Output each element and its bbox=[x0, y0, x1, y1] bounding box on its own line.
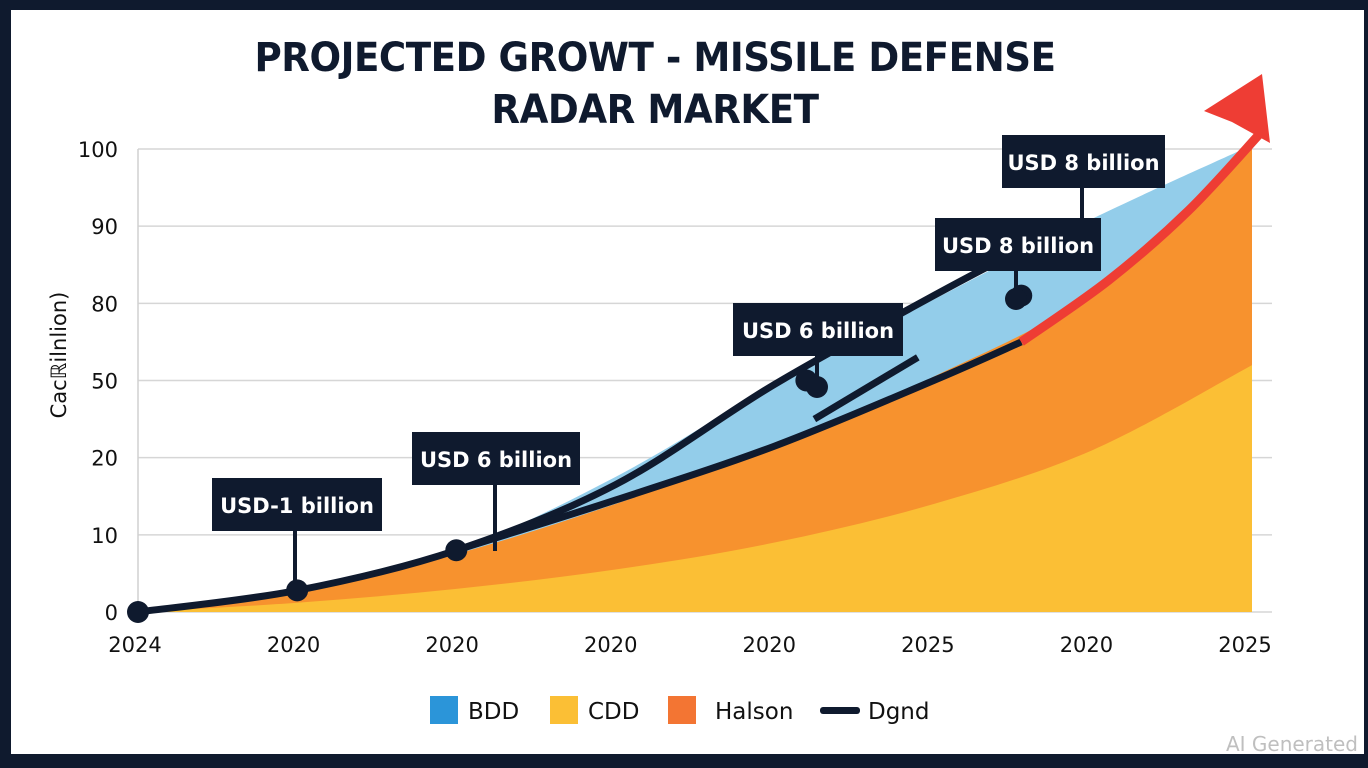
legend-swatch bbox=[668, 696, 696, 724]
x-tick-label: 2020 bbox=[1060, 633, 1113, 657]
data-point-marker bbox=[1005, 288, 1027, 310]
legend-swatch bbox=[550, 696, 578, 724]
x-tick-label: 2025 bbox=[1218, 633, 1271, 657]
legend-label: Halson bbox=[715, 699, 793, 725]
callout-label: USD-1 billion bbox=[220, 494, 374, 518]
annotation-callout: USD 6 billion bbox=[412, 432, 580, 551]
trend-arrow-shaft bbox=[1018, 130, 1264, 346]
data-point-marker bbox=[286, 579, 309, 602]
legend-label: Dgnd bbox=[868, 699, 930, 725]
callout-label: USD 8 billion bbox=[942, 234, 1094, 258]
callout-box bbox=[935, 218, 1101, 271]
trend-arrow-head bbox=[1204, 74, 1270, 143]
legend-label: BDD bbox=[468, 699, 519, 725]
x-tick-labels: 2024 2020 2020 2020 2020 2025 2020 2025 bbox=[108, 633, 1271, 657]
legend: BDD CDD Halson Dgnd bbox=[430, 696, 930, 725]
data-point-marker bbox=[127, 601, 149, 623]
data-point-marker bbox=[445, 539, 468, 562]
callout-label: USD 6 billion bbox=[742, 319, 894, 343]
y-tick-label: 80 bbox=[91, 292, 118, 316]
legend-line-sample bbox=[820, 707, 860, 714]
legend-item-cdd: CDD bbox=[550, 696, 639, 725]
y-tick-label: 90 bbox=[91, 215, 118, 239]
annotation-callout: USD 8 billion bbox=[935, 218, 1101, 299]
annotations: USD-1 billion USD 6 billion USD 6 billion U… bbox=[212, 135, 1165, 590]
chart-title: PROJECTED GROWT - MISSILE DEFENSE RADAR … bbox=[46, 32, 1264, 136]
line-segment bbox=[812, 354, 920, 423]
x-tick-label: 2020 bbox=[584, 633, 637, 657]
line-series bbox=[127, 74, 1270, 623]
callout-box bbox=[1002, 135, 1165, 188]
area-series bbox=[138, 145, 1252, 612]
y-tick-label: 50 bbox=[91, 370, 118, 394]
callout-box bbox=[733, 303, 903, 356]
legend-swatch bbox=[430, 696, 458, 724]
x-tick-label: 2020 bbox=[425, 633, 478, 657]
area-cdd bbox=[138, 365, 1252, 612]
y-tick-label: 100 bbox=[78, 138, 118, 162]
y-tick-label: 0 bbox=[105, 601, 118, 625]
annotation-callout: USD-1 billion bbox=[212, 478, 382, 590]
callout-box bbox=[212, 478, 382, 531]
legend-item-halson: Halson bbox=[668, 696, 793, 725]
chart-title-line-1: PROJECTED GROWT - MISSILE DEFENSE bbox=[254, 35, 1056, 81]
legend-label: CDD bbox=[588, 699, 639, 725]
x-tick-label: 2024 bbox=[108, 633, 161, 657]
line-trend-lower bbox=[455, 338, 1023, 554]
callout-box bbox=[412, 432, 580, 485]
y-tick-label: 20 bbox=[91, 447, 118, 471]
annotation-callout: USD 8 billion bbox=[1002, 135, 1165, 218]
x-tick-label: 2020 bbox=[267, 633, 320, 657]
y-axis-label: Cacℝilnlion) bbox=[47, 292, 71, 419]
legend-item-bdd: BDD bbox=[430, 696, 519, 725]
x-tick-label: 2020 bbox=[743, 633, 796, 657]
watermark: AI Generated bbox=[1225, 732, 1358, 756]
x-tick-label: 2025 bbox=[901, 633, 954, 657]
callout-label: USD 8 billion bbox=[1007, 151, 1159, 175]
y-tick-label: 10 bbox=[91, 524, 118, 548]
annotation-callout: USD 6 billion bbox=[733, 303, 903, 387]
data-point-marker bbox=[806, 376, 828, 398]
callout-label: USD 6 billion bbox=[420, 448, 572, 472]
legend-item-dgnd: Dgnd bbox=[820, 699, 930, 725]
chart-title-line-2: RADAR MARKET bbox=[491, 87, 819, 133]
